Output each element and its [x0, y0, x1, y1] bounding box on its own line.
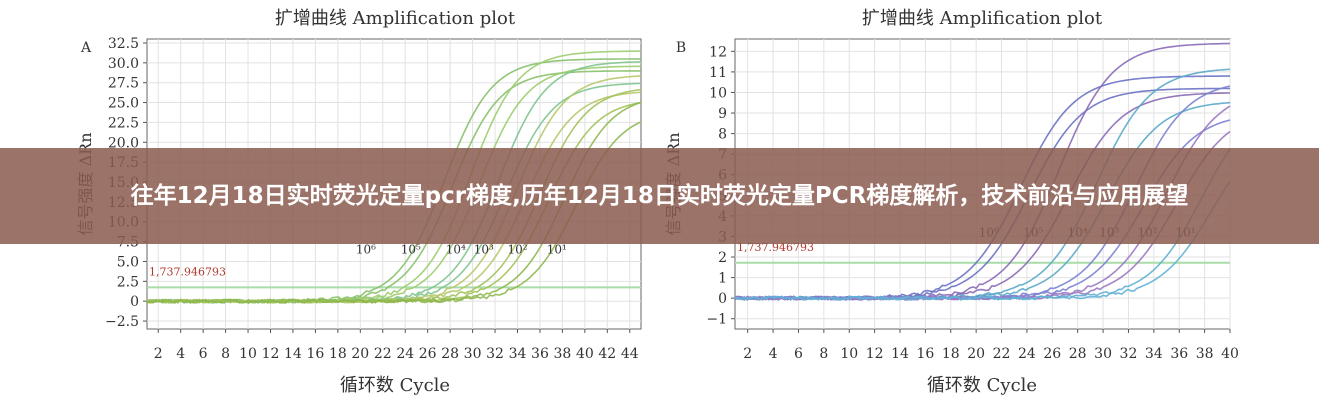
x-tick-label: 14 — [284, 346, 302, 362]
x-tick-label: 22 — [374, 346, 392, 362]
x-axis-label: 循环数 Cycle — [340, 375, 450, 396]
x-tick-label: 26 — [419, 346, 437, 362]
dilution-label: 10² — [507, 243, 527, 257]
x-tick-label: 34 — [509, 346, 527, 362]
article-title-banner: 往年12月18日实时荧光定量pcr梯度,历年12月18日实时荧光定量PCR梯度解… — [0, 148, 1319, 244]
x-axis-label: 循环数 Cycle — [927, 375, 1037, 396]
x-tick-label: 44 — [621, 346, 639, 362]
x-tick-label: 2 — [154, 346, 163, 362]
y-tick-label: 2.5 — [117, 274, 139, 290]
x-tick-label: 26 — [1043, 346, 1061, 362]
y-tick-label: 0 — [130, 294, 139, 310]
x-tick-label: 42 — [598, 346, 616, 362]
x-tick-label: 36 — [1170, 346, 1188, 362]
y-tick-label: 32.5 — [108, 36, 139, 52]
x-tick-label: 40 — [576, 346, 594, 362]
x-tick-label: 38 — [1196, 346, 1214, 362]
y-tick-label: 1 — [718, 271, 727, 287]
dilution-label: 10⁶ — [356, 243, 376, 257]
x-tick-label: 32 — [486, 346, 504, 362]
x-tick-label: 30 — [464, 346, 482, 362]
x-tick-label: 8 — [819, 346, 828, 362]
threshold-label: 1,737.946793 — [149, 265, 226, 278]
y-tick-label: 25.0 — [108, 96, 139, 112]
y-tick-label: 22.5 — [108, 115, 139, 131]
x-tick-label: 16 — [306, 346, 324, 362]
y-tick-label: −2.5 — [105, 314, 139, 330]
x-tick-label: 4 — [769, 346, 778, 362]
amplification-curve — [734, 180, 1231, 301]
x-tick-label: 40 — [1221, 346, 1239, 362]
y-tick-label: 2 — [718, 250, 727, 266]
dilution-label: 10⁵ — [401, 243, 421, 257]
y-tick-label: 0 — [718, 291, 727, 307]
x-tick-label: 28 — [1069, 346, 1087, 362]
x-tick-label: 34 — [1145, 346, 1163, 362]
threshold-label: 1,737.946793 — [737, 241, 814, 254]
y-tick-label: 9 — [718, 106, 727, 122]
y-tick-label: −1 — [706, 312, 727, 328]
x-tick-label: 2 — [743, 346, 752, 362]
x-tick-label: 8 — [221, 346, 230, 362]
x-tick-label: 6 — [794, 346, 803, 362]
amplification-curve — [146, 75, 642, 304]
x-tick-label: 18 — [942, 346, 960, 362]
y-tick-label: 10 — [709, 85, 727, 101]
y-tick-label: 8 — [718, 127, 727, 143]
dilution-label: 10¹ — [547, 243, 567, 257]
x-tick-label: 14 — [891, 346, 909, 362]
y-tick-label: 5.0 — [117, 254, 139, 270]
x-tick-label: 12 — [262, 346, 280, 362]
x-tick-label: 38 — [553, 346, 571, 362]
x-tick-label: 4 — [176, 346, 185, 362]
y-tick-label: 12 — [709, 44, 727, 60]
x-tick-label: 20 — [351, 346, 369, 362]
x-tick-label: 10 — [840, 346, 858, 362]
y-tick-label: 27.5 — [108, 76, 139, 92]
dilution-label: 10³ — [474, 243, 494, 257]
x-tick-label: 10 — [239, 346, 257, 362]
x-tick-label: 12 — [866, 346, 884, 362]
x-tick-label: 24 — [396, 346, 414, 362]
x-tick-label: 36 — [531, 346, 549, 362]
x-tick-label: 6 — [199, 346, 208, 362]
x-tick-label: 22 — [993, 346, 1011, 362]
x-tick-label: 16 — [916, 346, 934, 362]
x-tick-label: 32 — [1120, 346, 1138, 362]
dilution-label: 10⁴ — [446, 243, 466, 257]
article-title[interactable]: 往年12月18日实时荧光定量pcr梯度,历年12月18日实时荧光定量PCR梯度解… — [130, 183, 1189, 209]
panel-label: A — [80, 40, 92, 56]
chart-title: 扩增曲线 Amplification plot — [275, 8, 516, 29]
panel-label: B — [676, 40, 686, 56]
y-tick-label: 20.0 — [108, 135, 139, 151]
x-tick-label: 24 — [1018, 346, 1036, 362]
x-tick-label: 30 — [1094, 346, 1112, 362]
y-tick-label: 11 — [709, 65, 727, 81]
x-tick-label: 18 — [329, 346, 347, 362]
chart-title: 扩增曲线 Amplification plot — [862, 8, 1103, 29]
x-tick-label: 28 — [441, 346, 459, 362]
y-tick-label: 30.0 — [108, 56, 139, 72]
x-tick-label: 20 — [967, 346, 985, 362]
